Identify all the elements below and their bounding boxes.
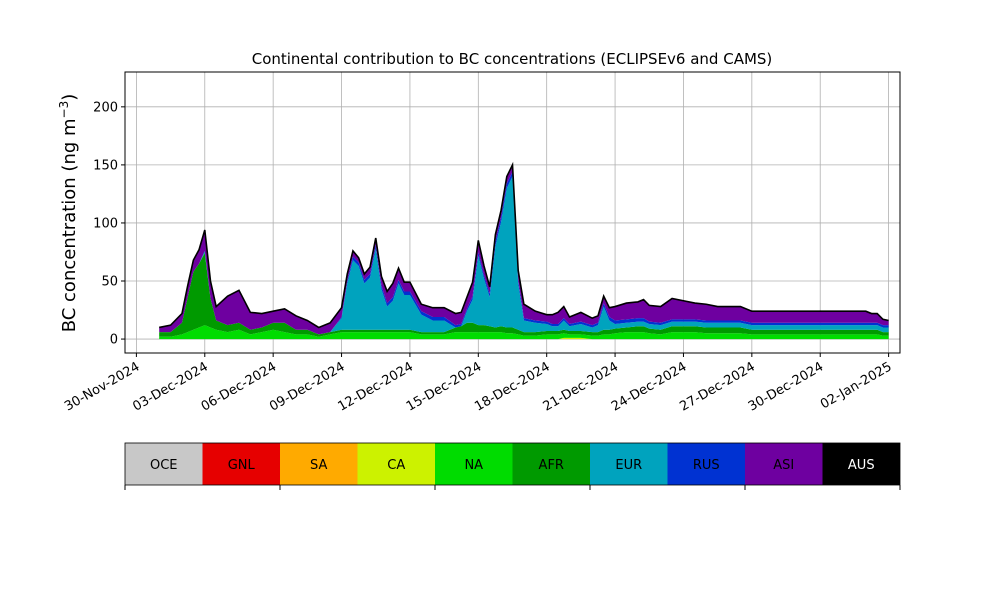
legend-swatch-afr [512,443,590,485]
y-tick-label: 50 [101,275,118,290]
legend-swatch-na [435,443,513,485]
x-tick-label: 03-Dec-2024 [130,359,210,414]
legend-label-oce: OCE [150,458,178,473]
y-axis-label-close: ) [59,94,80,101]
plot-area: 0 50 100 150 200 30-Nov-202403-Dec-202406-De… [62,71,901,415]
y-tick-label: 0 [110,333,118,348]
y-tick-label: 150 [93,158,118,173]
x-tick-label: 02-Jan-2025 [818,359,895,412]
x-tick-label: 18-Dec-2024 [472,359,552,414]
legend-colorbar: OCE GNL SA CA NA AFR EUR RUS ASI AUS [124,442,901,486]
legend-label-eur: EUR [615,458,642,473]
legend-label-ca: CA [387,458,405,473]
legend-swatch-asi [745,443,823,485]
x-axis: 30-Nov-202403-Dec-202406-Dec-202409-Dec-… [62,353,895,415]
area-afr [159,253,889,337]
x-tick-label: 30-Nov-2024 [62,359,142,414]
x-tick-label: 15-Dec-2024 [404,359,484,414]
legend-ticks [124,485,901,490]
x-tick-label: 21-Dec-2024 [541,359,621,414]
x-tick-label: 09-Dec-2024 [267,359,347,414]
legend-swatch-gnl [202,443,280,485]
legend-label-rus: RUS [693,458,720,473]
legend-swatch-rus [667,443,745,485]
axes-frame [124,71,901,354]
x-tick-label: 27-Dec-2024 [677,359,757,414]
legend-frame [124,442,901,486]
total-line [159,161,889,329]
legend-swatch-sa [280,443,358,485]
legend-label-asi: ASI [773,458,794,473]
x-tick-label: 06-Dec-2024 [199,359,279,414]
y-tick-label: 200 [93,100,118,115]
x-tick-label: 24-Dec-2024 [609,359,689,414]
area-na [159,325,889,340]
x-tick-label: 30-Dec-2024 [746,359,826,414]
y-axis-label-superscript: −3 [57,101,71,119]
y-tick-label: 100 [93,216,118,231]
legend-label-gnl: GNL [228,458,256,473]
legend-label-afr: AFR [539,458,564,473]
legend-label-na: NA [464,458,483,473]
legend-label-aus: AUS [848,458,875,473]
y-axis-label: BC concentration (ng m−3) [57,94,80,333]
stacked-areas [159,164,889,340]
legend-swatch-aus [822,443,900,485]
legend-label-sa: SA [310,458,327,473]
area-asi [159,164,889,335]
legend-swatch-eur [590,443,668,485]
legend-swatch-ca [357,443,435,485]
y-axis-label-main: BC concentration (ng m [59,118,80,332]
y-axis: 0 50 100 150 200 [93,100,125,348]
legend-swatch-oce [125,443,203,485]
x-tick-label: 12-Dec-2024 [336,359,416,414]
chart-title: Continental contribution to BC concentra… [252,50,773,68]
